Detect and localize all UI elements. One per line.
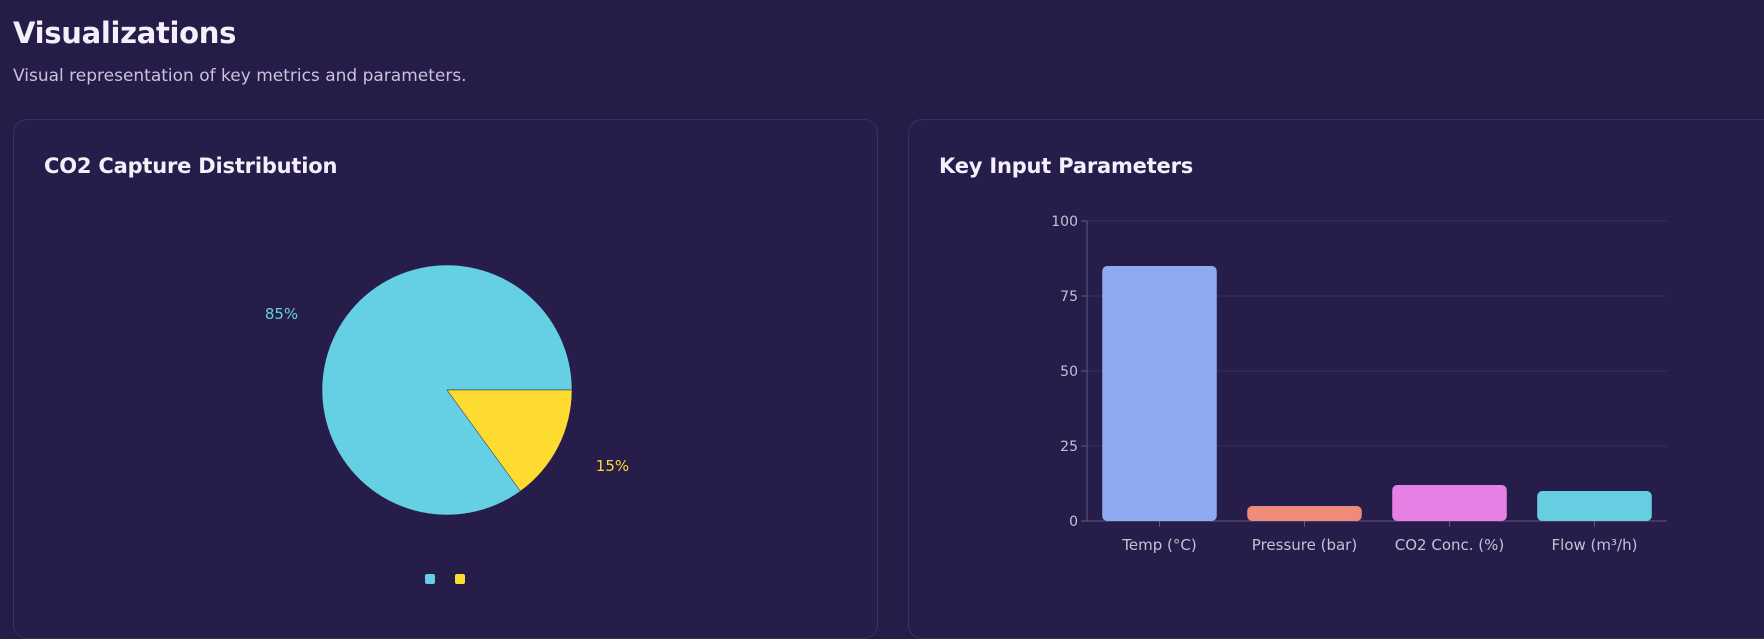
y-tick-label: 50: [1060, 364, 1078, 380]
page-title: Visualizations: [13, 16, 237, 50]
pie-legend: [425, 574, 465, 584]
x-tick-label: Flow (m³/h): [1552, 536, 1638, 554]
pie-legend-swatch-1[interactable]: [425, 574, 435, 584]
bar-4[interactable]: [1537, 491, 1652, 521]
x-tick-label: Temp (°C): [1121, 536, 1196, 554]
bar-chart-title: Key Input Parameters: [939, 154, 1194, 178]
x-tick-label: Pressure (bar): [1252, 536, 1357, 554]
bar-3[interactable]: [1392, 485, 1507, 521]
co2-capture-panel: CO2 Capture Distribution 85% 15%: [13, 119, 878, 639]
bar-2[interactable]: [1247, 506, 1362, 521]
bar-chart: 0 25 50 75 100 Temp (°C) Pressure (bar) CO2 Con…: [1051, 214, 1667, 554]
y-axis-ticks: 0 25 50 75 100: [1051, 214, 1087, 530]
y-tick-label: 25: [1060, 439, 1078, 455]
y-tick-label: 0: [1069, 514, 1078, 530]
pie-label-2: 15%: [596, 457, 629, 475]
pie-chart: 85% 15%: [265, 264, 629, 584]
input-parameters-panel: Key Input Parameters 0 25 50 75 100 Temp (°C)…: [908, 119, 1764, 639]
y-tick-label: 75: [1060, 289, 1078, 305]
page-subtitle: Visual representation of key metrics and…: [13, 66, 467, 86]
pie-chart-title: CO2 Capture Distribution: [44, 154, 338, 178]
bar-1[interactable]: [1102, 266, 1217, 521]
bars: [1102, 266, 1652, 521]
x-axis-labels: Temp (°C) Pressure (bar) CO2 Conc. (%) Flow…: [1121, 521, 1637, 554]
y-tick-label: 100: [1051, 214, 1078, 230]
pie-label-1: 85%: [265, 305, 298, 323]
pie-legend-swatch-2[interactable]: [455, 574, 465, 584]
x-tick-label: CO2 Conc. (%): [1395, 536, 1505, 554]
pie-slices: [321, 264, 573, 516]
pie-slice-2: [446, 389, 573, 492]
